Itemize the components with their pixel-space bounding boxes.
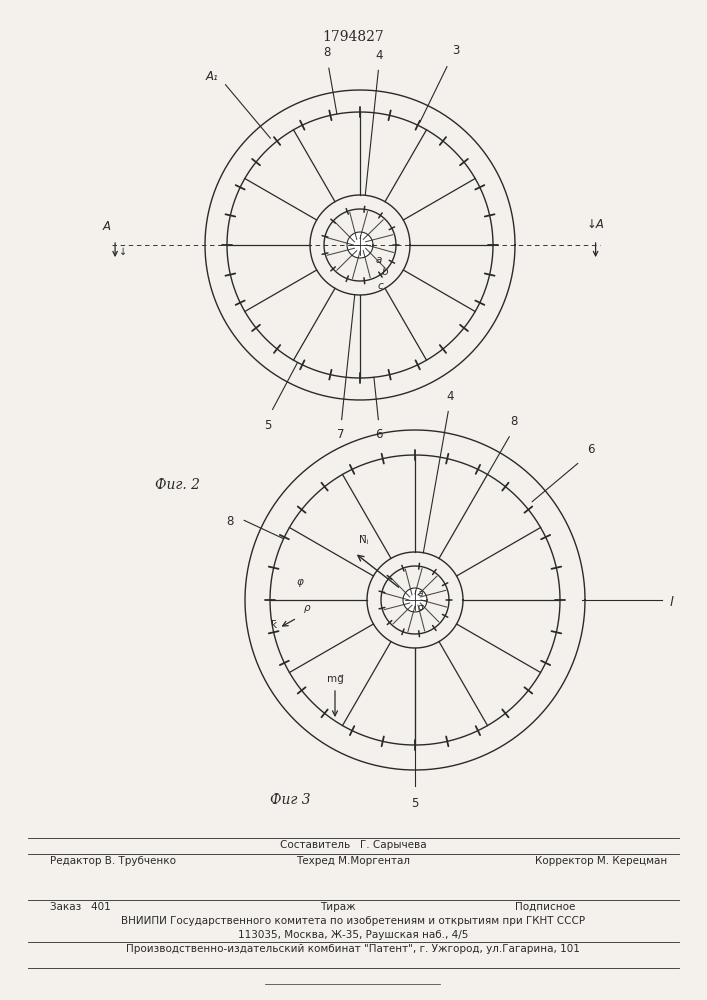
Text: a: a bbox=[417, 589, 423, 598]
Text: 8: 8 bbox=[226, 515, 233, 528]
Text: a: a bbox=[376, 255, 382, 265]
Text: 6: 6 bbox=[375, 428, 383, 441]
Text: b: b bbox=[382, 267, 389, 277]
Text: Заказ   401: Заказ 401 bbox=[50, 902, 111, 912]
Text: 4: 4 bbox=[375, 49, 383, 62]
Text: Составитель   Г. Сарычева: Составитель Г. Сарычева bbox=[280, 840, 426, 850]
Text: k̄: k̄ bbox=[271, 620, 277, 630]
Text: 5: 5 bbox=[264, 419, 271, 432]
Text: 1794827: 1794827 bbox=[322, 30, 384, 44]
Text: ↓А: ↓А bbox=[587, 218, 604, 231]
Text: А: А bbox=[103, 220, 111, 233]
Text: А₁: А₁ bbox=[206, 70, 218, 83]
Polygon shape bbox=[403, 588, 427, 612]
Text: Фиг 3: Фиг 3 bbox=[270, 793, 310, 807]
Text: l: l bbox=[670, 596, 674, 609]
Text: 5: 5 bbox=[411, 797, 419, 810]
Text: Тираж: Тираж bbox=[320, 902, 356, 912]
Text: c: c bbox=[378, 281, 384, 291]
Text: mg⃗: mg⃗ bbox=[327, 674, 344, 684]
Text: 8: 8 bbox=[324, 46, 331, 59]
Text: N̄ⱼ: N̄ⱼ bbox=[359, 535, 369, 545]
Text: Производственно-издательский комбинат "Патент", г. Ужгород, ул.Гагарина, 101: Производственно-издательский комбинат "П… bbox=[126, 944, 580, 954]
Text: Техред М.Моргентал: Техред М.Моргентал bbox=[296, 856, 410, 866]
Text: ρ: ρ bbox=[304, 603, 310, 613]
Text: 6: 6 bbox=[587, 443, 595, 456]
Text: Редактор В. Трубченко: Редактор В. Трубченко bbox=[50, 856, 176, 866]
Text: ↓: ↓ bbox=[119, 247, 127, 257]
Polygon shape bbox=[347, 232, 373, 258]
Text: φ: φ bbox=[296, 577, 303, 587]
Text: Фиг. 2: Фиг. 2 bbox=[155, 478, 200, 492]
Text: 4: 4 bbox=[446, 390, 453, 403]
Text: Корректор М. Керецман: Корректор М. Керецман bbox=[535, 856, 667, 866]
Text: 3: 3 bbox=[452, 44, 459, 57]
Text: 113035, Москва, Ж-35, Раушская наб., 4/5: 113035, Москва, Ж-35, Раушская наб., 4/5 bbox=[238, 930, 468, 940]
Text: ВНИИПИ Государственного комитета по изобретениям и открытиям при ГКНТ СССР: ВНИИПИ Государственного комитета по изоб… bbox=[121, 916, 585, 926]
Text: σ: σ bbox=[417, 603, 423, 612]
Text: 7: 7 bbox=[337, 428, 344, 441]
Text: Подписное: Подписное bbox=[515, 902, 575, 912]
Text: 8: 8 bbox=[510, 415, 518, 428]
